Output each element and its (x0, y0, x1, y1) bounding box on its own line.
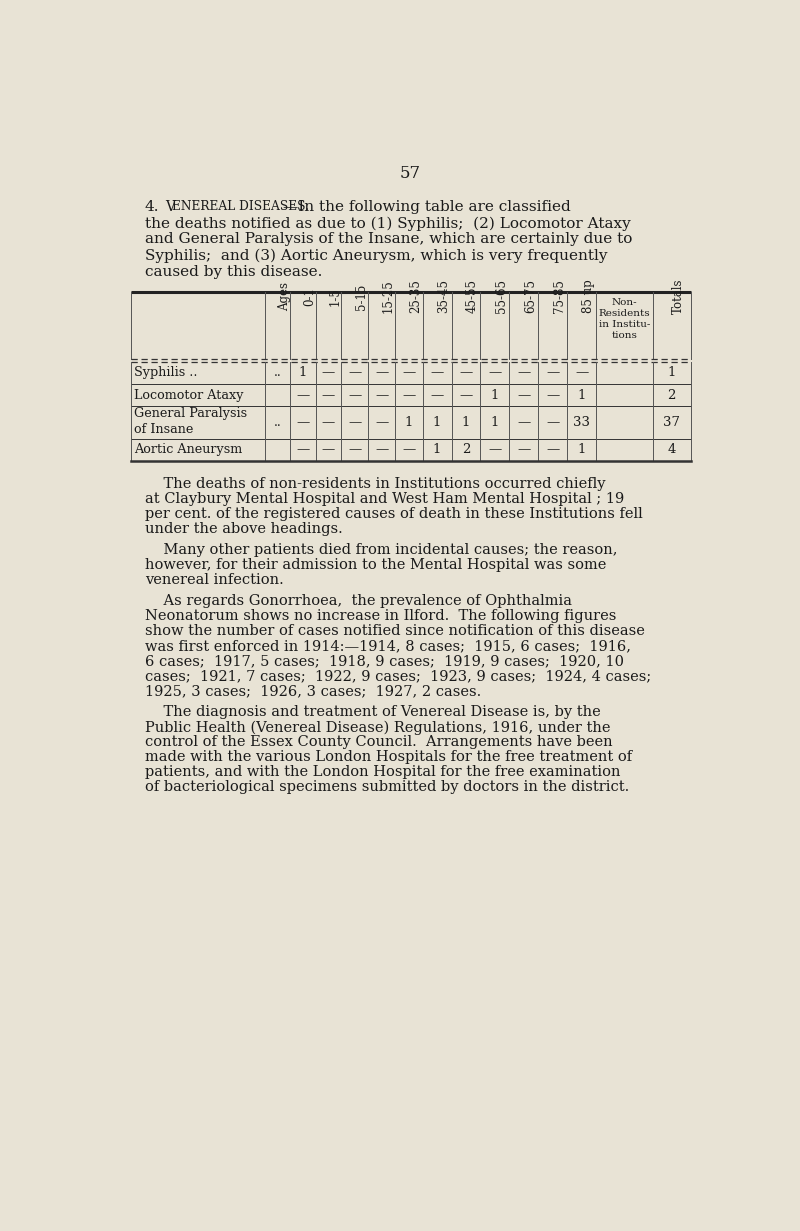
Text: cases;  1921, 7 cases;  1922, 9 cases;  1923, 9 cases;  1924, 4 cases;: cases; 1921, 7 cases; 1922, 9 cases; 192… (145, 668, 651, 683)
Text: —: — (375, 389, 389, 401)
Text: 1: 1 (433, 443, 442, 457)
Text: 15-25: 15-25 (382, 279, 395, 313)
Text: 1: 1 (490, 389, 499, 401)
Text: 75-85: 75-85 (553, 279, 566, 313)
Text: 57: 57 (399, 165, 421, 182)
Text: —: — (546, 443, 559, 457)
Text: 1: 1 (299, 367, 307, 379)
Text: ENEREAL DISEASES.: ENEREAL DISEASES. (172, 201, 309, 213)
Text: Ages: Ages (278, 282, 290, 311)
Text: patients, and with the London Hospital for the free examination: patients, and with the London Hospital f… (145, 766, 621, 779)
Text: 1: 1 (578, 443, 586, 457)
Text: 0-1: 0-1 (303, 287, 316, 305)
Text: was first enforced in 1914:—1914, 8 cases;  1915, 6 cases;  1916,: was first enforced in 1914:—1914, 8 case… (145, 639, 631, 652)
Text: —: — (575, 367, 589, 379)
Text: General Paralysis: General Paralysis (134, 407, 247, 420)
Text: 1: 1 (490, 416, 499, 430)
Text: 4.: 4. (145, 201, 159, 214)
Text: per cent. of the registered causes of death in these Institutions fell: per cent. of the registered causes of de… (145, 506, 642, 521)
Text: —: — (348, 416, 362, 430)
Text: The diagnosis and treatment of Venereal Disease is, by the: The diagnosis and treatment of Venereal … (145, 705, 601, 719)
Text: 2: 2 (462, 443, 470, 457)
Text: 33: 33 (574, 416, 590, 430)
Text: ..: .. (274, 367, 282, 379)
Text: —: — (546, 367, 559, 379)
Text: 37: 37 (663, 416, 680, 430)
Text: Aortic Aneurysm: Aortic Aneurysm (134, 443, 242, 457)
Text: 45-55: 45-55 (466, 279, 479, 314)
Text: V: V (165, 201, 175, 214)
Text: —: — (402, 443, 415, 457)
Text: of Insane: of Insane (134, 423, 194, 436)
Text: —: — (375, 443, 389, 457)
Text: however, for their admission to the Mental Hospital was some: however, for their admission to the Ment… (145, 558, 606, 571)
Text: 1: 1 (667, 367, 676, 379)
Text: As regards Gonorrhoea,  the prevalence of Ophthalmia: As regards Gonorrhoea, the prevalence of… (145, 593, 572, 608)
Text: Public Health (Venereal Disease) Regulations, 1916, under the: Public Health (Venereal Disease) Regulat… (145, 720, 610, 735)
Text: —: — (322, 416, 335, 430)
Text: —: — (348, 367, 362, 379)
Text: —: — (488, 367, 502, 379)
Text: 1: 1 (433, 416, 442, 430)
Text: 85 up: 85 up (582, 279, 595, 313)
Text: Non-
Residents
in Institu-
tions: Non- Residents in Institu- tions (598, 298, 650, 340)
Text: —: — (430, 389, 444, 401)
Text: 55-65: 55-65 (495, 279, 508, 314)
Text: —: — (322, 367, 335, 379)
Text: 4: 4 (667, 443, 676, 457)
Text: Syphilis;  and (3) Aortic Aneurysm, which is very frequently: Syphilis; and (3) Aortic Aneurysm, which… (145, 249, 607, 263)
Text: and General Paralysis of the Insane, which are certainly due to: and General Paralysis of the Insane, whi… (145, 233, 632, 246)
Text: Syphilis ..: Syphilis .. (134, 367, 198, 379)
Text: ..: .. (274, 416, 282, 430)
Text: 1: 1 (405, 416, 413, 430)
Text: Totals: Totals (671, 278, 685, 314)
Text: —: — (348, 389, 362, 401)
Text: the deaths notified as due to (1) Syphilis;  (2) Locomotor Ataxy: the deaths notified as due to (1) Syphil… (145, 217, 630, 230)
Text: —: — (297, 389, 310, 401)
Text: —In the following table are classified: —In the following table are classified (283, 201, 570, 214)
Text: —: — (518, 416, 530, 430)
Text: 65-75: 65-75 (524, 279, 537, 314)
Text: —: — (518, 389, 530, 401)
Text: —: — (297, 443, 310, 457)
Text: 1: 1 (578, 389, 586, 401)
Text: —: — (402, 367, 415, 379)
Text: 1-5: 1-5 (328, 287, 342, 305)
Text: Locomotor Ataxy: Locomotor Ataxy (134, 389, 243, 401)
Text: —: — (518, 367, 530, 379)
Text: —: — (518, 443, 530, 457)
Text: —: — (297, 416, 310, 430)
Text: Neonatorum shows no increase in Ilford.  The following figures: Neonatorum shows no increase in Ilford. … (145, 609, 616, 623)
Text: made with the various London Hospitals for the free treatment of: made with the various London Hospitals f… (145, 750, 632, 764)
Text: —: — (459, 367, 473, 379)
Text: venereal infection.: venereal infection. (145, 572, 284, 587)
Text: The deaths of non-residents in Institutions occurred chiefly: The deaths of non-residents in Instituti… (145, 476, 606, 490)
Text: 6 cases;  1917, 5 cases;  1918, 9 cases;  1919, 9 cases;  1920, 10: 6 cases; 1917, 5 cases; 1918, 9 cases; 1… (145, 654, 624, 668)
Text: —: — (375, 367, 389, 379)
Text: —: — (546, 389, 559, 401)
Text: of bacteriological specimens submitted by doctors in the district.: of bacteriological specimens submitted b… (145, 780, 630, 794)
Text: at Claybury Mental Hospital and West Ham Mental Hospital ; 19: at Claybury Mental Hospital and West Ham… (145, 491, 624, 506)
Text: —: — (348, 443, 362, 457)
Text: —: — (322, 443, 335, 457)
Text: —: — (459, 389, 473, 401)
Text: show the number of cases notified since notification of this disease: show the number of cases notified since … (145, 624, 645, 638)
Text: under the above headings.: under the above headings. (145, 522, 342, 535)
Text: —: — (430, 367, 444, 379)
Text: —: — (322, 389, 335, 401)
Text: —: — (488, 443, 502, 457)
Text: 5-15: 5-15 (354, 283, 368, 309)
Text: —: — (402, 389, 415, 401)
Text: Many other patients died from incidental causes; the reason,: Many other patients died from incidental… (145, 543, 618, 556)
Text: 2: 2 (667, 389, 676, 401)
Text: control of the Essex County Council.  Arrangements have been: control of the Essex County Council. Arr… (145, 735, 613, 750)
Text: —: — (546, 416, 559, 430)
Text: 35-45: 35-45 (437, 279, 450, 314)
Text: 1: 1 (462, 416, 470, 430)
Text: —: — (375, 416, 389, 430)
Text: caused by this disease.: caused by this disease. (145, 265, 322, 278)
Text: 25-35: 25-35 (409, 279, 422, 313)
Text: 1925, 3 cases;  1926, 3 cases;  1927, 2 cases.: 1925, 3 cases; 1926, 3 cases; 1927, 2 ca… (145, 684, 482, 698)
